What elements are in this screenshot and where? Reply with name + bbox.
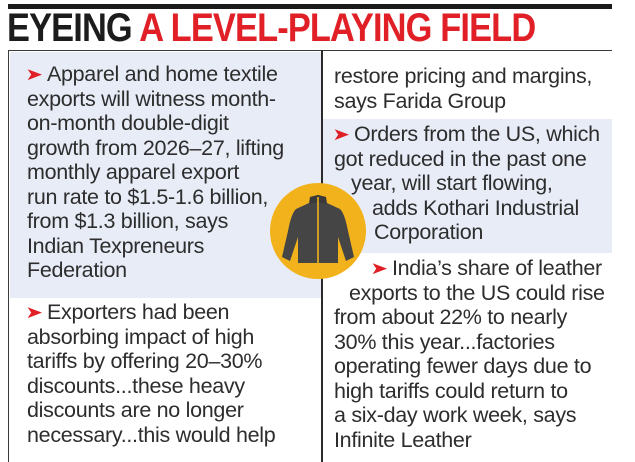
content-box <box>8 50 612 462</box>
right-panel-white-top <box>323 52 612 119</box>
text-line: Indian Texpreneurs <box>27 233 205 258</box>
text-line: a six-day work week, says <box>334 403 577 427</box>
text-line: got reduced in the past one <box>334 146 587 171</box>
text-line: ➤ Exporters had been <box>25 300 230 324</box>
text-line: restore pricing and margins, <box>334 64 593 88</box>
text-line: run rate to $1.5-1.6 billion, <box>27 184 269 209</box>
text-line: Infinite Leather <box>334 427 472 452</box>
jacket-icon <box>282 195 354 263</box>
right-arrowhead-icon: ➤ <box>370 259 388 278</box>
text-line: year, will start flowing, <box>351 171 553 195</box>
right-arrowhead-icon: ➤ <box>25 303 43 322</box>
right-arrowhead-icon: ➤ <box>332 125 350 144</box>
right-panel-white-bottom <box>323 253 612 462</box>
text-line: discounts are no longer <box>27 398 244 422</box>
text-line: growth from 2026–27, lifting <box>27 135 284 160</box>
text-line: ➤ India’s share of leather <box>370 256 602 280</box>
text-line: adds Kothari Industrial <box>372 195 580 220</box>
text-line: 30% this year...factories <box>334 329 555 354</box>
text-line: from about 22% to nearly <box>334 305 568 329</box>
text-line: monthly apparel export <box>27 160 240 184</box>
text-line: exports will witness month- <box>27 86 276 111</box>
text-line: on-month double-digit <box>27 111 229 135</box>
right-panel-blue <box>323 119 612 253</box>
headline-part2: A LEVEL-PLAYING FIELD <box>139 6 536 50</box>
text-line: from $1.3 billion, says <box>27 209 229 233</box>
left-panel-white <box>10 298 321 462</box>
text-line: Corporation <box>374 220 484 244</box>
jacket-badge <box>270 183 366 279</box>
text-line: absorbing impact of high <box>27 324 255 349</box>
text-line: discounts...these heavy <box>27 373 245 398</box>
text-line: high tariffs could return to <box>334 378 568 403</box>
headline: EYEING A LEVEL-PLAYING FIELD <box>7 6 536 50</box>
text-line: operating fewer days due to <box>334 354 592 378</box>
text-line: Federation <box>27 258 127 282</box>
text-line: necessary...this would help <box>27 422 276 447</box>
headline-part1: EYEING <box>7 6 133 50</box>
text-line: exports to the US could rise <box>349 280 605 305</box>
text-line: ➤ Apparel and home textile <box>25 62 278 86</box>
left-panel-blue <box>10 52 321 298</box>
top-rule <box>8 4 612 9</box>
text-line: ➤ Orders from the US, which <box>332 122 600 146</box>
text-line: says Farida Group <box>334 88 506 113</box>
text-line: tariffs by offering 20–30% <box>27 349 263 373</box>
right-arrowhead-icon: ➤ <box>25 65 43 84</box>
